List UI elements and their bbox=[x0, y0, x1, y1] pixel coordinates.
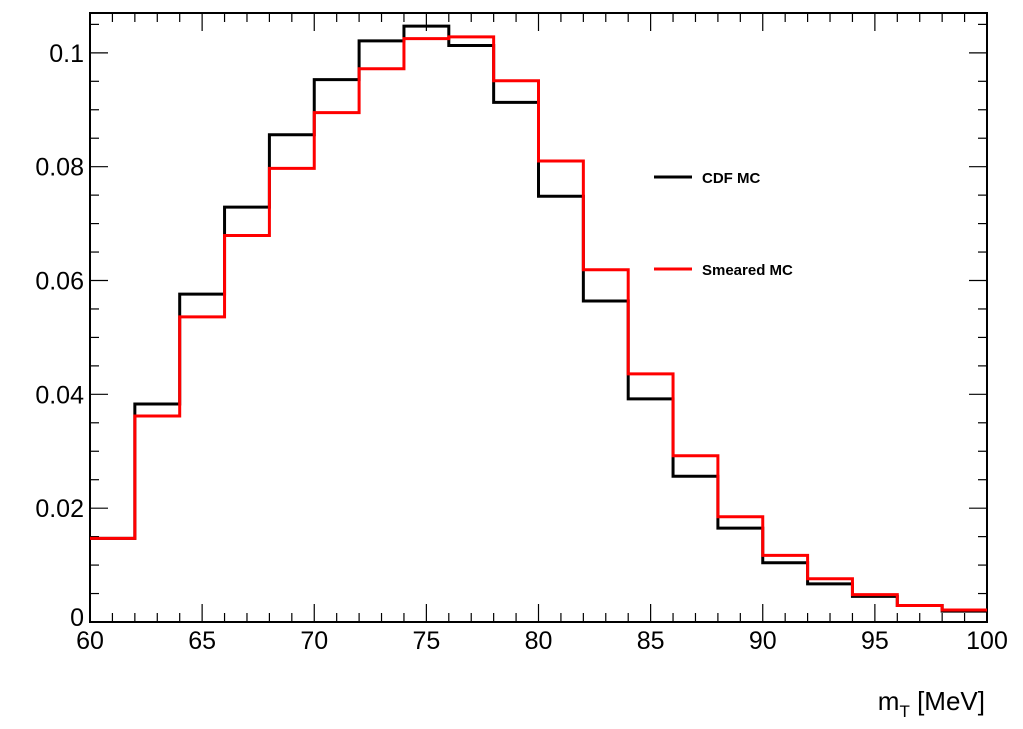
legend-label-cdf-mc: CDF MC bbox=[702, 170, 760, 187]
x-axis-title: mT [MeV] bbox=[878, 686, 985, 721]
x-tick-label: 70 bbox=[300, 627, 328, 655]
y-tick-label: 0.08 bbox=[35, 154, 84, 182]
x-tick-label: 85 bbox=[637, 627, 665, 655]
x-tick-label: 60 bbox=[76, 627, 104, 655]
x-tick-label: 100 bbox=[966, 627, 1008, 655]
y-tick-label: 0.02 bbox=[35, 495, 84, 523]
y-tick-label: 0.1 bbox=[49, 40, 84, 68]
x-tick-labels: 60 65 70 75 80 85 90 95 100 bbox=[76, 627, 1008, 655]
y-tick-label: 0 bbox=[70, 604, 84, 632]
y-tick-label: 0.06 bbox=[35, 268, 84, 296]
y-tick-labels: 0 0.02 0.04 0.06 0.08 0.1 bbox=[35, 40, 84, 632]
series-line-smeared-mc bbox=[90, 35, 987, 612]
series-lines bbox=[90, 24, 987, 613]
axis-ticks bbox=[89, 13, 988, 623]
legend: CDF MC Smeared MC bbox=[654, 170, 793, 279]
legend-label-smeared-mc: Smeared MC bbox=[702, 262, 793, 279]
x-tick-label: 90 bbox=[749, 627, 777, 655]
x-tick-label: 65 bbox=[188, 627, 216, 655]
y-tick-label: 0.04 bbox=[35, 381, 84, 409]
x-tick-label: 80 bbox=[525, 627, 553, 655]
x-tick-label: 75 bbox=[412, 627, 440, 655]
x-tick-label: 95 bbox=[861, 627, 889, 655]
